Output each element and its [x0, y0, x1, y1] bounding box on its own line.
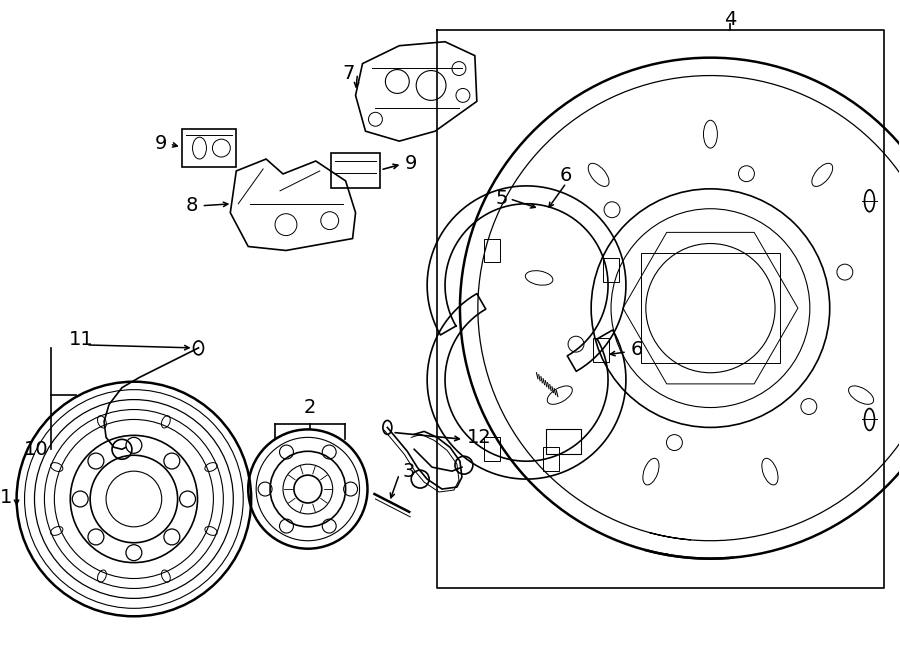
Text: 6: 6 [631, 340, 644, 360]
Bar [603, 258, 619, 282]
Text: 7: 7 [342, 64, 355, 83]
Text: 12: 12 [467, 428, 491, 447]
Bar [484, 438, 500, 461]
Text: 1: 1 [0, 488, 13, 506]
Text: 8: 8 [186, 196, 199, 215]
Bar [544, 447, 559, 471]
Text: 9: 9 [404, 153, 417, 173]
Text: 10: 10 [23, 440, 49, 459]
Text: 4: 4 [724, 11, 736, 29]
Bar [593, 338, 609, 362]
Text: 2: 2 [303, 398, 316, 417]
Text: 6: 6 [560, 167, 572, 186]
Text: 9: 9 [154, 134, 166, 153]
Text: 5: 5 [495, 189, 508, 208]
Text: 11: 11 [69, 330, 94, 350]
Bar [484, 239, 500, 262]
Text: 3: 3 [402, 461, 415, 481]
